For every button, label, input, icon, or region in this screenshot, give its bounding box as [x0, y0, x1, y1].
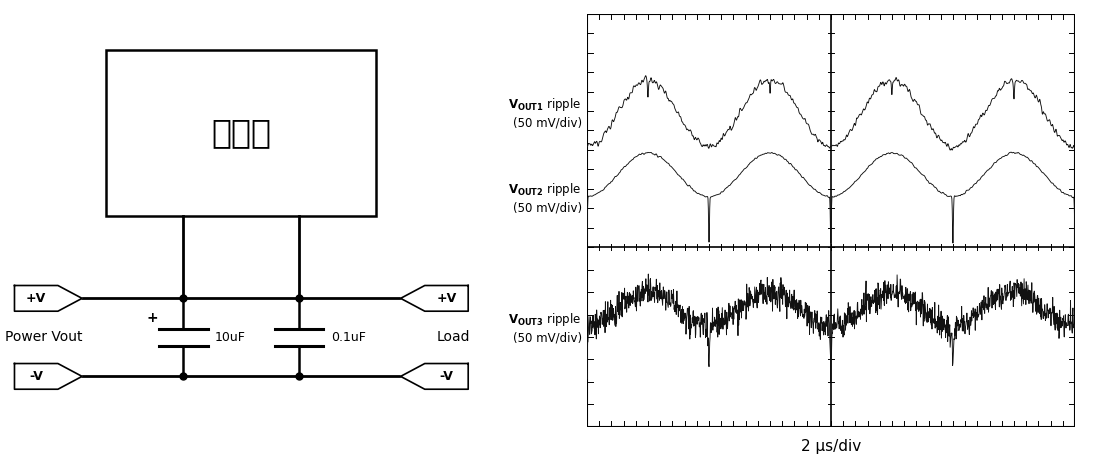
- Text: +: +: [146, 310, 158, 325]
- Text: +V: +V: [26, 292, 46, 305]
- Text: Load: Load: [437, 330, 471, 344]
- Polygon shape: [400, 364, 468, 389]
- Text: 0.1uF: 0.1uF: [330, 331, 365, 344]
- Bar: [106, 50, 376, 216]
- Text: $\bf{V_{OUT2}}$ ripple
(50 mV/div): $\bf{V_{OUT2}}$ ripple (50 mV/div): [509, 180, 581, 215]
- Polygon shape: [14, 364, 82, 389]
- Polygon shape: [400, 285, 468, 311]
- Text: -V: -V: [30, 370, 43, 383]
- Polygon shape: [14, 285, 82, 311]
- Text: 示波器: 示波器: [212, 117, 271, 150]
- Text: $\bf{V_{OUT3}}$ ripple
(50 mV/div): $\bf{V_{OUT3}}$ ripple (50 mV/div): [509, 311, 581, 345]
- Text: 10uF: 10uF: [215, 331, 246, 344]
- Text: Power Vout: Power Vout: [4, 330, 82, 344]
- Text: $\bf{V_{OUT1}}$ ripple
(50 mV/div): $\bf{V_{OUT1}}$ ripple (50 mV/div): [509, 96, 581, 130]
- Text: +V: +V: [437, 292, 456, 305]
- Text: 2 μs/div: 2 μs/div: [801, 439, 861, 454]
- Text: -V: -V: [440, 370, 453, 383]
